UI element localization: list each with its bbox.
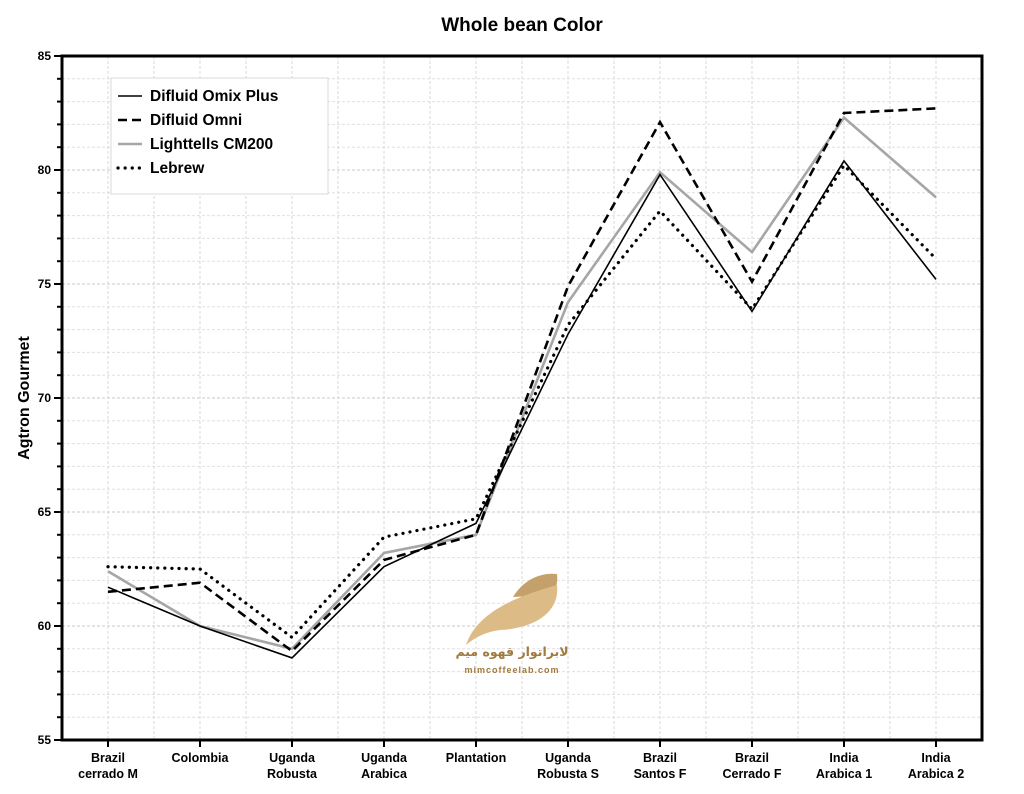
x-tick-label: India Arabica 2 — [908, 751, 964, 781]
legend-box — [110, 77, 329, 195]
series-lines — [106, 107, 938, 659]
y-tick-label: 70 — [38, 391, 52, 405]
legend-label: Difluid Omix Plus — [150, 88, 278, 105]
y-tick-label: 55 — [38, 733, 52, 747]
x-tick-label: Uganda Arabica — [361, 751, 408, 781]
watermark: لابراتوار قهوه میم mimcoffeelab.com — [455, 573, 569, 675]
x-tick-label: India Arabica 1 — [816, 751, 872, 781]
grid-lines — [61, 55, 983, 741]
legend: Difluid Omix Plus Difluid Omni Lighttells … — [110, 77, 329, 195]
legend-label: Lighttells CM200 — [150, 136, 273, 153]
y-axis-label: Agtron Gourmet — [16, 336, 33, 460]
x-axis: Brazil cerrado M Colombia Uganda Robusta Ugan… — [78, 740, 964, 781]
legend-label: Difluid Omni — [150, 112, 242, 129]
x-tick-label: Colombia — [172, 751, 230, 765]
y-tick-label: 80 — [38, 163, 52, 177]
x-tick-label: Brazil cerrado M — [78, 751, 138, 781]
y-tick-label: 85 — [38, 49, 52, 63]
x-tick-label: Brazil Cerrado F — [722, 751, 781, 781]
x-tick-label: Plantation — [446, 751, 506, 765]
legend-label: Lebrew — [150, 160, 205, 177]
x-tick-label: Brazil Santos F — [634, 751, 687, 781]
watermark-url: mimcoffeelab.com — [464, 665, 559, 675]
chart-title: Whole bean Color — [441, 15, 603, 36]
x-tick-label: Uganda Robusta S — [537, 751, 599, 781]
y-axis: 55 60 65 70 75 80 85 — [38, 49, 62, 747]
y-tick-label: 60 — [38, 619, 52, 633]
series-line-lebrew — [106, 162, 938, 640]
x-tick-label: Uganda Robusta — [267, 751, 318, 781]
y-tick-label: 65 — [38, 505, 52, 519]
series-line-difluid-omix-plus — [107, 159, 937, 659]
y-tick-label: 75 — [38, 277, 52, 291]
watermark-name: لابراتوار قهوه میم — [455, 644, 568, 659]
series-line-difluid-omni — [107, 107, 937, 653]
watermark-logo-leaf-bottom — [466, 585, 558, 645]
